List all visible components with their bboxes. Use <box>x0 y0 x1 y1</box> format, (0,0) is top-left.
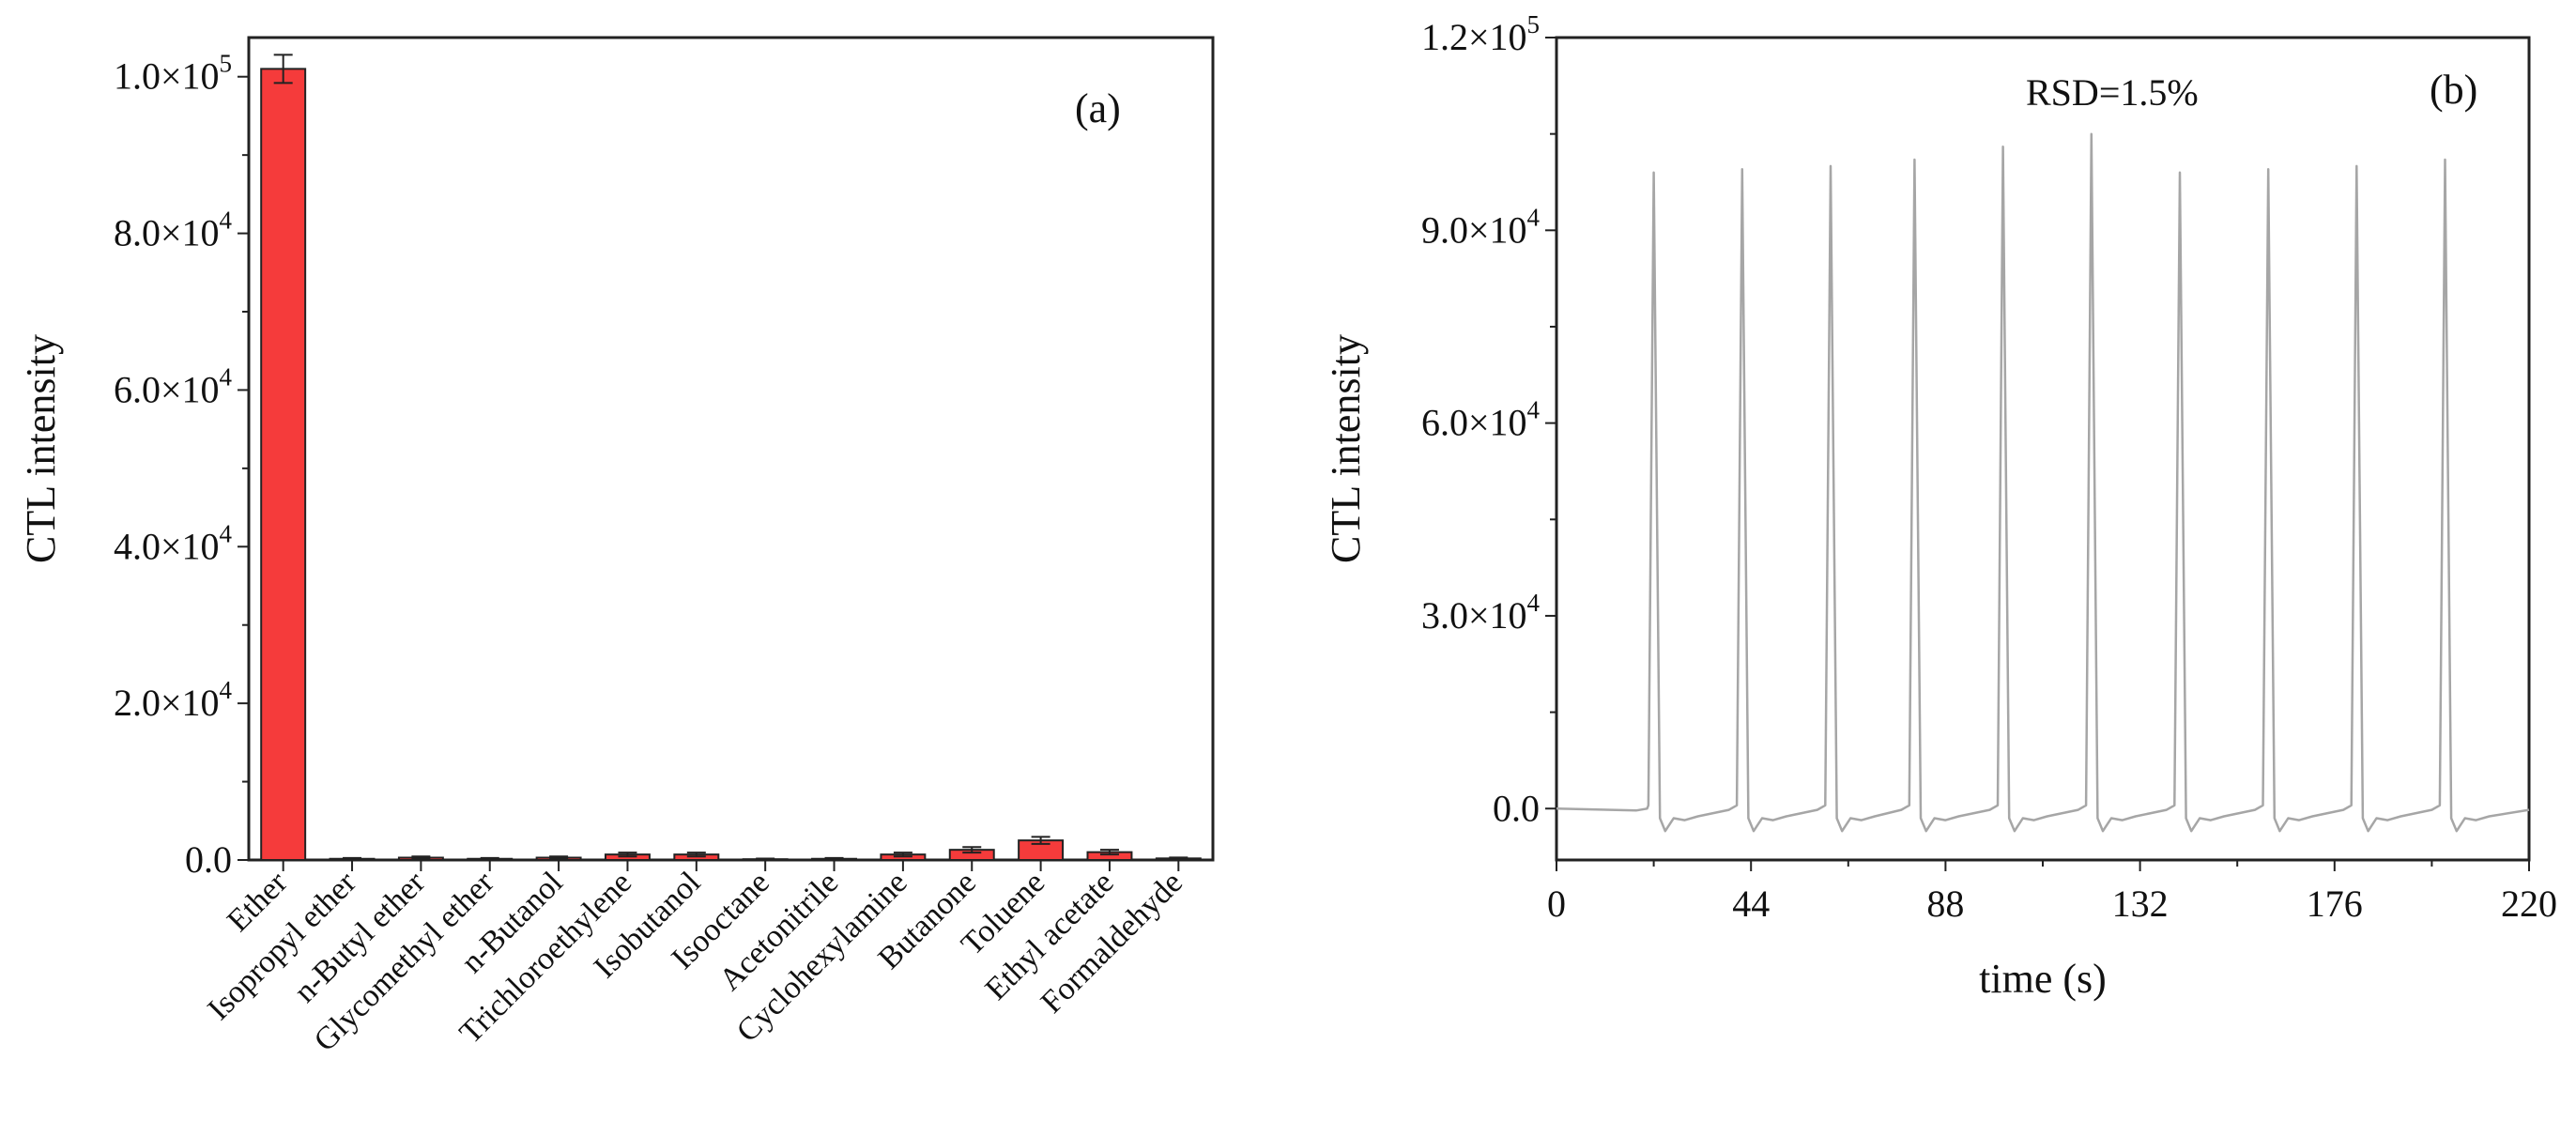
error-bar <box>411 855 431 860</box>
panel-b-plot-frame <box>1555 36 2531 862</box>
y-tick-label: 0.0 <box>185 838 232 881</box>
panel-a-bars <box>260 68 1202 862</box>
error-bar <box>824 856 844 861</box>
panel-b-y-axis-title: CTL intensity <box>1323 334 1369 563</box>
y-tick-label: 1.0×105 <box>114 50 232 98</box>
error-bar <box>1099 849 1119 856</box>
error-bar <box>343 856 362 861</box>
panel-a-y-axis: 0.0 2.0×104 4.0×104 6.0×104 8.0×104 1.0×105 <box>114 50 249 881</box>
y-tick-label: 8.0×104 <box>114 207 233 254</box>
x-tick-label: 88 <box>1926 883 1964 925</box>
y-tick-label: 6.0×104 <box>114 362 233 410</box>
error-bar <box>273 54 293 84</box>
x-tick-label: 44 <box>1732 883 1770 925</box>
y-tick-label: 3.0×104 <box>1421 589 1541 637</box>
panel-b-signal-line <box>1556 132 2530 833</box>
y-tick-label: 9.0×104 <box>1421 203 1541 251</box>
panel-b-tag: (b) <box>2430 67 2477 113</box>
x-tick-label: 220 <box>2501 883 2557 925</box>
panel-b-x-axis-title: time (s) <box>1979 956 2107 1002</box>
error-bar <box>756 857 775 861</box>
x-tick-label: 0 <box>1547 883 1566 925</box>
y-tick-label: 6.0×104 <box>1421 396 1541 444</box>
panel-a-bar-chart: 0.0 2.0×104 4.0×104 6.0×104 8.0×104 1.0×105 E… <box>18 36 1215 1058</box>
error-bar <box>549 855 569 860</box>
error-bar <box>1031 836 1050 845</box>
panel-a-plot-frame <box>247 36 1215 862</box>
x-tick-label: 176 <box>2307 883 2363 925</box>
y-tick-label: 4.0×104 <box>114 519 233 567</box>
y-tick-label: 0.0 <box>1493 787 1540 829</box>
panel-a-y-axis-title: CTL intensity <box>18 334 64 563</box>
x-tick-label: 132 <box>2112 883 2169 925</box>
error-bar <box>962 846 982 854</box>
panel-b-x-axis: 0 44 88 132 176 220 <box>1547 860 2557 925</box>
y-tick-label: 2.0×104 <box>114 676 233 724</box>
panel-b-line-chart: 0.0 3.0×104 6.0×104 9.0×104 1.2×105 0 44 88 132… <box>1323 10 2557 1002</box>
error-bar <box>893 852 912 858</box>
panel-a-tag: (a) <box>1075 85 1121 131</box>
error-bar <box>618 852 637 858</box>
error-bar <box>686 852 706 858</box>
panel-b-y-axis: 0.0 3.0×104 6.0×104 9.0×104 1.2×105 <box>1421 10 1556 829</box>
error-bar <box>480 856 499 861</box>
y-tick-label: 1.2×105 <box>1421 10 1540 58</box>
panel-b-annotation: RSD=1.5% <box>2026 71 2199 114</box>
bar <box>260 68 307 862</box>
error-bar <box>1169 856 1188 861</box>
panel-a-error-bars <box>273 54 1188 861</box>
